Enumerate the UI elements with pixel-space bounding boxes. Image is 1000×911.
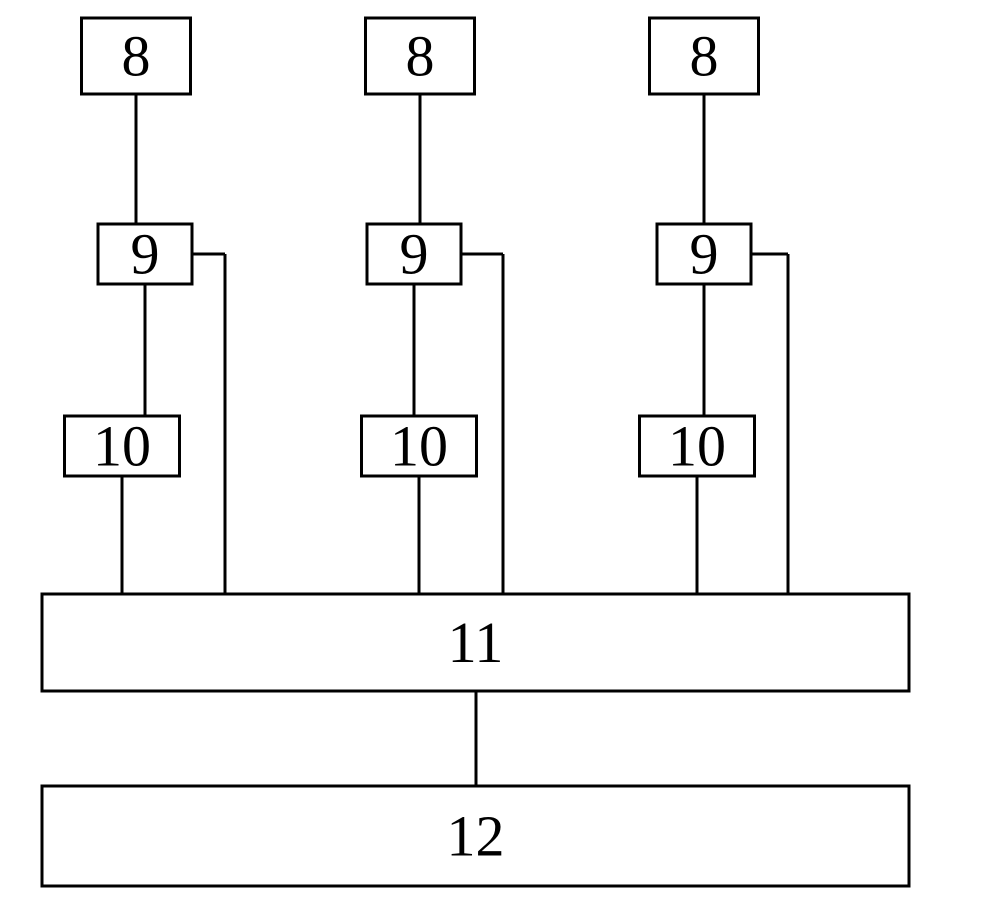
node-8-col0-label: 8	[122, 24, 151, 89]
node-10-col2-label: 10	[668, 414, 726, 479]
node-8-col1-label: 8	[406, 24, 435, 89]
node-9-col2-label: 9	[690, 222, 719, 287]
node-11-label: 11	[448, 610, 504, 675]
node-8-col2-label: 8	[690, 24, 719, 89]
node-9-col1-label: 9	[400, 222, 429, 287]
node-12-label: 12	[447, 804, 505, 869]
node-10-col0-label: 10	[93, 414, 151, 479]
node-10-col1-label: 10	[390, 414, 448, 479]
node-9-col0-label: 9	[131, 222, 160, 287]
